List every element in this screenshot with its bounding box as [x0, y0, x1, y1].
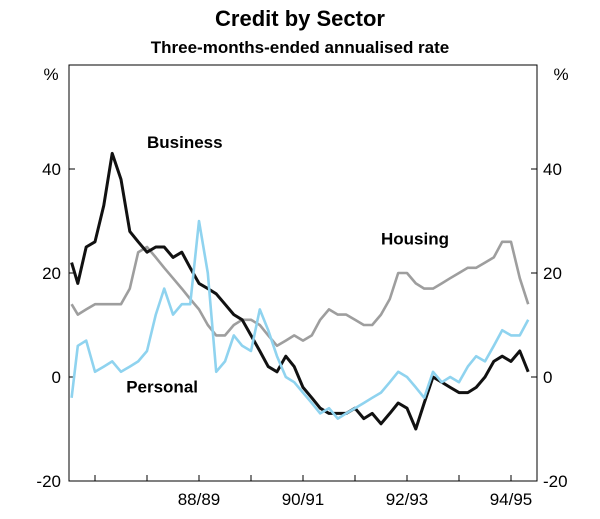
- series-label-business: Business: [147, 133, 223, 152]
- y-tick-label-left: 40: [42, 160, 61, 179]
- y-unit-right: %: [553, 65, 568, 84]
- y-tick-label-right: 20: [543, 264, 562, 283]
- series-layer: [70, 151, 530, 431]
- x-tick-label: 88/89: [178, 490, 221, 509]
- y-tick-label-right: -20: [543, 472, 568, 491]
- x-tick-label: 94/95: [490, 490, 533, 509]
- series-label-personal: Personal: [126, 378, 198, 397]
- chart-subtitle: Three-months-ended annualised rate: [150, 38, 450, 57]
- chart-title: Credit by Sector: [215, 6, 385, 31]
- y-tick-label-right: 0: [543, 368, 552, 387]
- y-tick-label-left: 20: [42, 264, 61, 283]
- plot-frame: [68, 64, 538, 482]
- axis-labels: -20 -20 0 0 20 20 40 40% % 88/89 90/91 92/93 94/95 Bu…: [36, 65, 568, 509]
- axis-ticks: [69, 168, 537, 482]
- series-label-housing: Housing: [381, 229, 449, 248]
- x-tick-label: 90/91: [282, 490, 325, 509]
- series-line-personal: [70, 219, 530, 420]
- x-tick-label: 92/93: [386, 490, 429, 509]
- series-line-business: [70, 151, 530, 431]
- series-line-housing: [70, 240, 530, 348]
- y-tick-label-left: -20: [36, 472, 61, 491]
- y-tick-label-right: 40: [543, 160, 562, 179]
- y-unit-left: %: [43, 65, 58, 84]
- y-tick-label-left: 0: [52, 368, 61, 387]
